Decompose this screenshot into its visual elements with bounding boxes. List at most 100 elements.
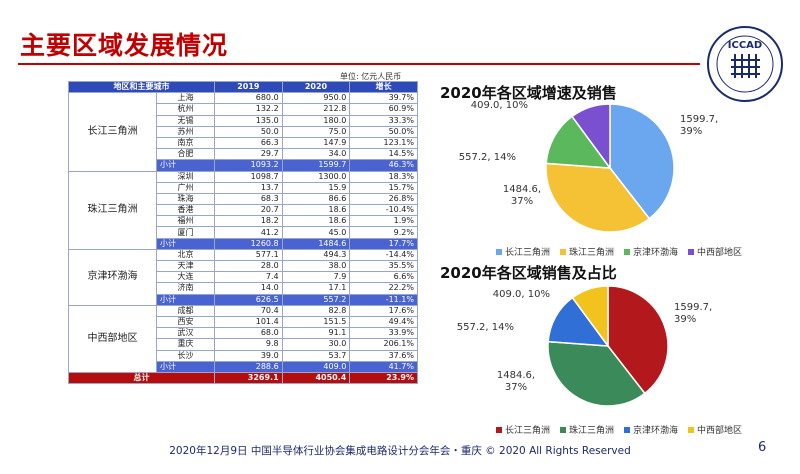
growth-cell: 35.5% xyxy=(349,259,418,273)
table-row: 厦门 41.2 45.0 9.2% xyxy=(69,226,418,239)
subtotal-growth: -11.1% xyxy=(349,293,418,306)
city-cell: 苏州 xyxy=(156,125,215,138)
growth-cell: 39.7% xyxy=(349,92,418,105)
growth-cell: 123.1% xyxy=(349,136,418,150)
legend-swatch xyxy=(560,426,567,433)
value-2020-cell: 75.0 xyxy=(281,125,351,138)
title-divider xyxy=(18,63,700,65)
legend-item: 京津环渤海 xyxy=(624,423,678,436)
slice-label: 1484.6, 37% xyxy=(497,370,535,393)
value-2020-cell: 91.1 xyxy=(281,327,351,340)
table-row: 京津环渤海 北京 577.1 494.3 -14.4% xyxy=(68,248,418,306)
pie-slice xyxy=(571,103,611,171)
city-cell: 南京 xyxy=(156,136,215,150)
value-2020-cell: 45.0 xyxy=(281,226,351,239)
subtotal-label: 小计 xyxy=(156,360,215,373)
legend-item: 长江三角洲 xyxy=(496,245,550,258)
growth-cell: 26.8% xyxy=(349,192,418,206)
value-2020-cell: 30.0 xyxy=(281,338,351,351)
legend-item: 珠江三角洲 xyxy=(560,423,614,436)
value-2019-cell: 135.0 xyxy=(214,114,283,127)
table-row: 大连 7.4 7.9 6.6% xyxy=(69,271,418,284)
city-cell: 长沙 xyxy=(156,349,215,362)
subtotal-row: 小计 288.6 409.0 41.7% xyxy=(69,360,418,373)
value-2019-cell: 680.0 xyxy=(214,92,283,105)
table-header-row: 地区和主要城市 2019 2020 增长 xyxy=(68,80,418,94)
pie-slice xyxy=(609,103,675,220)
legend-label: 中西部地区 xyxy=(697,248,743,258)
legend-label: 长江三角洲 xyxy=(505,426,551,436)
growth-cell: 206.1% xyxy=(349,338,418,351)
total-row: 总计 3269.1 4050.4 23.9% xyxy=(68,371,418,385)
value-2020-cell: 18.6 xyxy=(281,204,351,217)
unit-label: 单位: 亿元人民币 xyxy=(340,72,402,81)
subtotal-2020: 409.0 xyxy=(281,360,351,373)
value-2020-cell: 15.9 xyxy=(281,181,351,194)
total-label: 总计 xyxy=(68,371,215,385)
value-2019-cell: 39.0 xyxy=(214,349,283,362)
legend-label: 京津环渤海 xyxy=(633,248,679,258)
city-cell: 深圳 xyxy=(156,170,215,183)
growth-cell: 22.2% xyxy=(349,282,418,295)
city-cell: 武汉 xyxy=(156,327,215,340)
slice-label: 557.2, 14% xyxy=(459,152,516,163)
pie2-legend: 长江三角洲 珠江三角洲 京津环渤海 中西部地区 xyxy=(496,423,742,436)
region-cell: 京津环渤海 xyxy=(68,248,157,306)
table-row: 中西部地区 成都 70.4 82.8 17.6% xyxy=(68,304,418,373)
growth-cell: 50.0% xyxy=(349,125,418,138)
growth-cell: 17.6% xyxy=(349,304,418,317)
table-row: 福州 18.2 18.6 1.9% xyxy=(69,215,418,228)
subtotal-label: 小计 xyxy=(156,159,215,172)
subtotal-label: 小计 xyxy=(156,237,215,250)
value-2019-cell: 66.3 xyxy=(214,136,283,150)
table-row: 长江三角洲 上海 680.0 950.0 39.7% xyxy=(68,92,418,172)
legend-swatch xyxy=(624,426,631,433)
header-2020: 2020 xyxy=(281,80,351,94)
header-2019: 2019 xyxy=(214,80,283,94)
value-2020-cell: 147.9 xyxy=(281,136,351,150)
legend-item: 京津环渤海 xyxy=(624,245,678,258)
table-row: 珠江三角洲 深圳 1098.7 1300.0 18.3% xyxy=(68,170,418,250)
value-2019-cell: 70.4 xyxy=(214,304,283,317)
growth-cell: 49.4% xyxy=(349,315,418,329)
city-cell: 北京 xyxy=(156,248,215,262)
value-2019-cell: 132.2 xyxy=(214,103,283,116)
city-cell: 合肥 xyxy=(156,148,215,161)
value-2020-cell: 7.9 xyxy=(281,271,351,284)
pie-chart-growth: 1599.7, 39% 1484.6, 37% 557.2, 14% 409.0, 10% xyxy=(459,100,718,233)
subtotal-growth: 17.7% xyxy=(349,237,418,250)
value-2019-cell: 29.7 xyxy=(214,148,283,161)
city-cell: 杭州 xyxy=(156,103,215,116)
legend-swatch xyxy=(560,248,567,255)
growth-cell: 33.3% xyxy=(349,114,418,127)
value-2020-cell: 34.0 xyxy=(281,148,351,161)
slice-label: 1599.7, 39% xyxy=(674,302,712,325)
value-2019-cell: 7.4 xyxy=(214,271,283,284)
growth-cell: 37.6% xyxy=(349,349,418,362)
table-row: 珠海 68.3 86.6 26.8% xyxy=(69,192,418,206)
subtotal-2019: 1260.8 xyxy=(214,237,283,250)
page-number: 6 xyxy=(758,440,767,455)
pie-slice xyxy=(547,340,646,407)
city-cell: 珠海 xyxy=(156,192,215,206)
legend-item: 中西部地区 xyxy=(688,423,742,436)
sales-table: 地区和主要城市 2019 2020 增长 长江三角洲 上海 680.0 950.0 39… xyxy=(68,80,418,385)
subtotal-row: 小计 1260.8 1484.6 17.7% xyxy=(69,237,418,250)
slice-label: 409.0, 10% xyxy=(471,100,528,111)
growth-cell: 33.9% xyxy=(349,327,418,340)
city-cell: 上海 xyxy=(156,92,215,105)
table-row: 香港 20.7 18.6 -10.4% xyxy=(69,204,418,217)
city-cell: 厦门 xyxy=(156,226,215,239)
subtotal-label: 小计 xyxy=(156,293,215,306)
value-2020-cell: 53.7 xyxy=(281,349,351,362)
city-cell: 广州 xyxy=(156,181,215,194)
value-2019-cell: 68.3 xyxy=(214,192,283,206)
table-row: 西安 101.4 151.5 49.4% xyxy=(69,315,418,329)
growth-cell: 6.6% xyxy=(349,271,418,284)
value-2020-cell: 950.0 xyxy=(281,92,351,105)
legend-label: 珠江三角洲 xyxy=(569,248,615,258)
value-2019-cell: 20.7 xyxy=(214,204,283,217)
growth-cell: 9.2% xyxy=(349,226,418,239)
value-2019-cell: 28.0 xyxy=(214,259,283,273)
logo-text: ICCAD xyxy=(728,40,762,51)
